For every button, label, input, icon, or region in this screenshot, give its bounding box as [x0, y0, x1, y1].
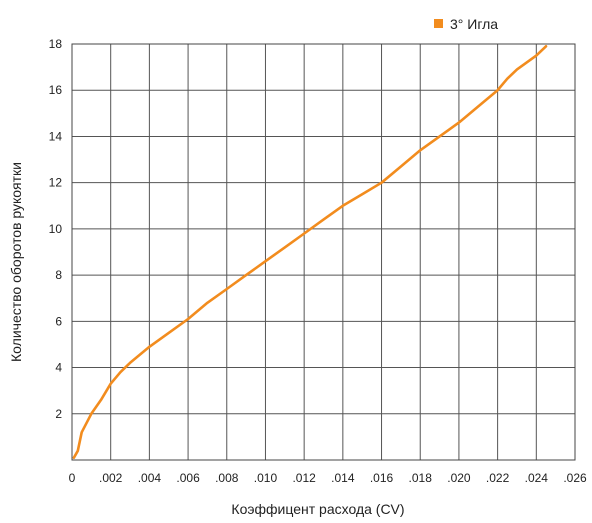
y-tick-label: 10 [49, 222, 63, 236]
y-tick-label: 4 [55, 361, 62, 375]
x-tick-label: .014 [331, 471, 355, 485]
x-tick-label: 0 [69, 471, 76, 485]
plot-frame [71, 43, 576, 461]
series-layer [72, 44, 548, 460]
y-tick-label: 8 [55, 268, 62, 282]
legend-swatch [434, 19, 443, 28]
x-tick-label: .024 [525, 471, 549, 485]
x-tick-label: .002 [99, 471, 123, 485]
x-tick-label: .004 [138, 471, 162, 485]
x-tick-label: .008 [215, 471, 239, 485]
legend: 3° Игла [434, 16, 498, 32]
series-line [72, 44, 548, 460]
y-tick-label: 18 [49, 37, 63, 51]
y-tick-label: 6 [55, 314, 62, 328]
y-tick-labels: 2 4 6 8 10 12 14 16 18 [49, 37, 63, 421]
grid [71, 43, 576, 460]
y-tick-label: 2 [55, 407, 62, 421]
x-tick-label: .020 [447, 471, 471, 485]
x-tick-label: .010 [254, 471, 278, 485]
y-tick-label: 14 [49, 129, 63, 143]
x-tick-label: .016 [370, 471, 394, 485]
x-tick-label: .026 [563, 471, 587, 485]
x-tick-label: .012 [292, 471, 316, 485]
y-tick-label: 16 [49, 83, 63, 97]
y-tick-label: 12 [49, 176, 63, 190]
legend-label: 3° Игла [450, 16, 498, 32]
x-tick-labels: 0 .002 .004 .006 .008 .010 .012 .014 .016 .018 .02… [69, 471, 587, 485]
y-axis-title: Количество оборотов рукоятки [8, 162, 24, 362]
x-axis-title: Коэффицент расхода (CV) [231, 501, 404, 517]
x-tick-label: .018 [409, 471, 433, 485]
x-tick-label: .022 [486, 471, 510, 485]
x-tick-label: .006 [176, 471, 200, 485]
